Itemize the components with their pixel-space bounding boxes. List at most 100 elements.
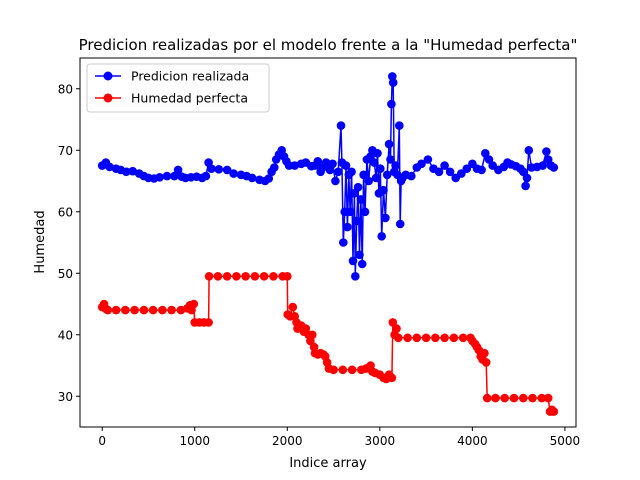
x-axis: 0 1000 2000 3000 4000 5000 [98, 427, 580, 448]
series-0-point [373, 149, 382, 158]
series-0-point [481, 149, 490, 158]
series-1-point [167, 305, 176, 315]
series-0-point [155, 173, 164, 182]
series-1-point [387, 373, 397, 383]
series-0-point [162, 171, 172, 181]
series-1-point [482, 393, 492, 403]
series-1-point [431, 333, 440, 343]
series-0-point [339, 238, 348, 247]
x-tick-label: 4000 [457, 434, 488, 448]
series-1-point [250, 272, 260, 281]
y-tick-label: 70 [58, 144, 73, 158]
series-0-point [395, 121, 404, 130]
series-0-point [247, 173, 257, 183]
series-0-point [336, 121, 346, 130]
series-1-point [288, 302, 298, 312]
series-0-point [105, 162, 114, 172]
series-0-point [538, 161, 547, 170]
series-0-point [353, 182, 363, 192]
legend-marker-perfect [103, 93, 113, 103]
series-0-point [462, 164, 472, 173]
series-0-point [521, 181, 530, 191]
series-0-point [313, 157, 323, 166]
series-1-point [111, 305, 121, 315]
series-0-point [379, 185, 388, 195]
series-1-point [204, 318, 213, 327]
series-1-point [509, 393, 519, 403]
series-0-point [388, 78, 398, 87]
x-tick-label: 3000 [365, 434, 396, 448]
series-0-point [549, 163, 559, 172]
series-1-point [213, 272, 223, 281]
x-axis-label: Indice array [289, 456, 367, 471]
chart-title: Predicion realizadas por el modelo frent… [79, 36, 578, 54]
series-1-point [158, 305, 167, 315]
series-1-point [403, 333, 412, 343]
series-1-point [480, 348, 489, 358]
plot-area-frame [79, 57, 577, 428]
x-tick-label: 2000 [272, 434, 303, 448]
series-0-point [122, 167, 131, 177]
series-0-point [345, 207, 355, 217]
series-0-point [321, 158, 331, 167]
series-0-point [331, 176, 340, 186]
y-tick-label: 80 [58, 82, 73, 96]
legend-marker-prediction [103, 71, 113, 81]
series-0-point [229, 169, 238, 178]
series-1-point [189, 299, 199, 309]
series-1-point [329, 365, 338, 375]
series-0-point [407, 171, 416, 181]
series-1-point [259, 272, 269, 281]
series-0 [97, 72, 559, 281]
series-1-point [204, 272, 214, 281]
series-0-point [391, 161, 400, 170]
series-0-point [343, 222, 352, 232]
series-0-point [357, 259, 367, 269]
series-0-point [542, 147, 551, 156]
series-1-point [500, 393, 510, 403]
series-1-line [101, 275, 555, 414]
series-1-point [130, 305, 139, 315]
series-1-point [491, 393, 500, 403]
series-0-point [347, 167, 356, 177]
y-tick-label: 60 [58, 205, 73, 219]
series-0-point [364, 176, 374, 186]
series-1-point [222, 272, 232, 281]
x-tick-label: 1000 [179, 434, 210, 448]
series-0-point [522, 173, 532, 183]
series-0-point [387, 99, 396, 109]
series-0-point [384, 139, 394, 149]
series-0-point [128, 166, 137, 176]
series-0-point [348, 256, 358, 266]
series-0-point [290, 161, 300, 170]
series-1-point [308, 330, 317, 340]
series-0-point [170, 171, 179, 181]
series-1-point [421, 333, 431, 343]
series-0-point [352, 216, 362, 226]
series-1-point [232, 272, 241, 281]
series-1-point [528, 393, 537, 403]
series-1-point [543, 393, 553, 403]
series-0-point [382, 170, 392, 180]
series-1-point [338, 365, 348, 375]
series-1-point [549, 407, 559, 416]
series-0-point [201, 171, 211, 181]
series-1-point [449, 333, 459, 343]
series-0-point [417, 159, 426, 169]
legend-box [86, 63, 270, 113]
series-0-point [173, 165, 183, 175]
series-1-point [394, 333, 403, 343]
series-1-point [139, 305, 149, 315]
x-tick-label: 5000 [550, 434, 581, 448]
series-0-point [457, 169, 466, 178]
series-0-point [341, 161, 351, 170]
y-tick-label: 50 [58, 267, 73, 281]
series-1-point [269, 272, 278, 281]
series-1-point [458, 333, 468, 343]
series-1-point [241, 272, 250, 281]
legend-label-prediction: Predicion realizada [131, 69, 249, 84]
series-0-point [370, 158, 379, 167]
y-tick-label: 30 [58, 390, 73, 404]
y-axis-label: Humedad [33, 210, 48, 273]
series-0-point [381, 213, 390, 223]
